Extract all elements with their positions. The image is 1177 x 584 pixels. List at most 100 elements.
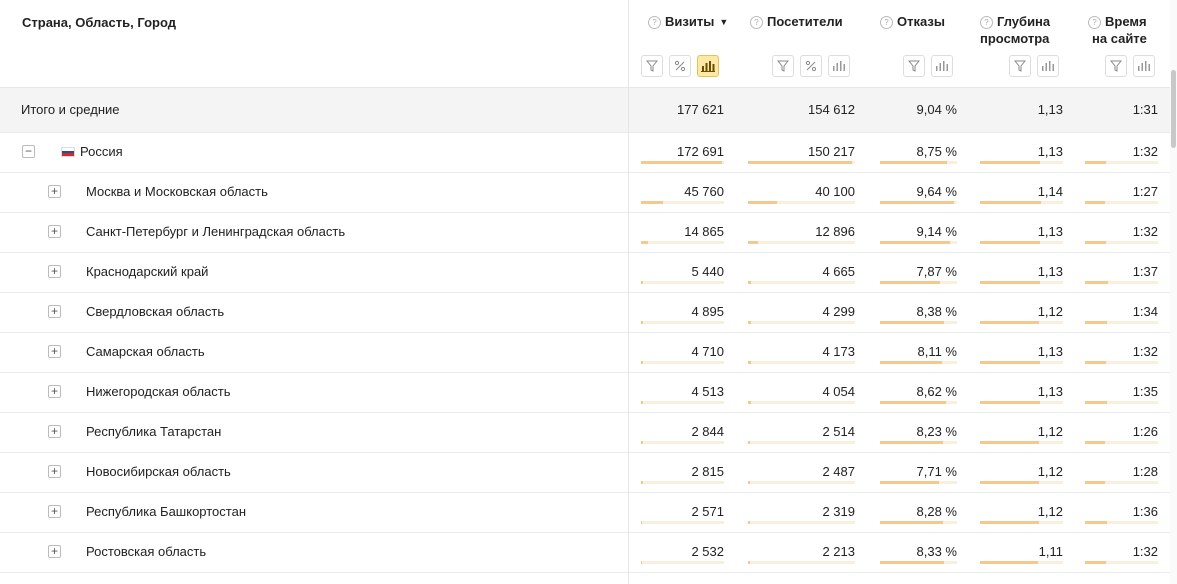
help-icon[interactable]: ? [1088,16,1101,29]
share-bar [748,401,855,404]
row-label[interactable]: Краснодарский край [86,264,209,279]
cell-bounce: 8,23 % [880,412,957,452]
cell-bounce: 8,33 % [880,532,957,572]
expand-button[interactable]: + [48,305,61,318]
row-label[interactable]: Россия [80,144,123,159]
share-bar-fill [980,241,1040,244]
totals-visitors: 154 612 [808,102,855,117]
row-label[interactable]: Ростовская область [86,544,207,559]
share-bar [980,561,1063,564]
collapse-button[interactable]: − [22,145,35,158]
bars-button[interactable] [931,55,953,77]
filter-button[interactable] [641,55,663,77]
scrollbar-thumb[interactable] [1171,70,1176,148]
share-bar-fill [748,521,751,524]
share-bar [980,481,1063,484]
share-bar-fill [880,561,944,564]
share-bar-fill [980,481,1039,484]
expand-button[interactable]: + [48,505,61,518]
dimension-header[interactable]: Страна, Область, Город [22,15,176,30]
share-bar [880,201,957,204]
share-bar [880,401,957,404]
cell-visits: 2 844 [641,412,724,452]
share-bar-fill [641,441,643,444]
expand-button[interactable]: + [48,385,61,398]
help-icon[interactable]: ? [648,16,661,29]
row-label[interactable]: Санкт-Петербург и Ленинградская область [86,224,346,239]
expand-button[interactable]: + [48,465,61,478]
cell-bounce: 9,64 % [880,172,957,212]
row-label[interactable]: Нижегородская область [86,384,231,399]
expand-button[interactable]: + [48,265,61,278]
row-label[interactable]: Новосибирская область [86,464,231,479]
cell-visitors: 2 213 [748,532,855,572]
share-bar [980,161,1063,164]
bar-chart-icon [936,61,948,71]
cell-depth: 1,12 [980,452,1063,492]
share-bar [748,161,855,164]
bars-button[interactable] [697,55,719,77]
vertical-scrollbar[interactable] [1170,0,1177,584]
share-bar [748,521,855,524]
column-divider [628,0,629,584]
bars-button[interactable] [1037,55,1059,77]
cell-time: 1:32 [1085,212,1158,252]
cell-bounce: 7,87 % [880,252,957,292]
share-bar [641,321,724,324]
percent-button[interactable] [669,55,691,77]
share-bar-fill [1085,321,1107,324]
share-bar [980,201,1063,204]
row-label[interactable]: Республика Татарстан [86,424,222,439]
share-bar-fill [1085,361,1107,364]
share-bar [880,161,957,164]
filter-button[interactable] [903,55,925,77]
help-icon[interactable]: ? [880,16,893,29]
share-bar [641,481,724,484]
share-bar-fill [980,361,1040,364]
filter-button[interactable] [1009,55,1031,77]
expand-button[interactable]: + [48,545,61,558]
cell-time: 1:35 [1085,372,1158,412]
share-bar [980,401,1063,404]
share-bar-fill [748,321,752,324]
percent-icon [805,60,817,72]
expand-button[interactable]: + [48,345,61,358]
filter-button[interactable] [1105,55,1127,77]
cell-depth: 1,13 [980,252,1063,292]
help-icon[interactable]: ? [750,16,763,29]
share-bar-fill [641,401,644,404]
column-header-visitors[interactable]: ? Посетители [750,13,843,30]
row-label[interactable]: Самарская область [86,344,205,359]
cell-visits: 2 532 [641,532,724,572]
bars-button[interactable] [828,55,850,77]
help-icon[interactable]: ? [980,16,993,29]
expand-button[interactable]: + [48,425,61,438]
row-label[interactable]: Москва и Московская область [86,184,268,199]
column-header-bounce[interactable]: ? Отказы [880,13,945,30]
share-bar-fill [1085,401,1107,404]
cell-bounce: 9,14 % [880,212,957,252]
share-bar [748,361,855,364]
row-label[interactable]: Свердловская область [86,304,225,319]
cell-bounce: 8,62 % [880,372,957,412]
cell-time: 1:26 [1085,412,1158,452]
bars-button[interactable] [1133,55,1155,77]
percent-button[interactable] [800,55,822,77]
column-header-visits[interactable]: ? Визиты ▼ [648,13,728,31]
expand-button[interactable]: + [48,225,61,238]
share-bar-fill [880,481,940,484]
share-bar-fill [880,321,944,324]
cell-time: 1:28 [1085,452,1158,492]
bar-chart-icon [701,61,715,72]
cell-depth: 1,11 [980,532,1063,572]
cell-bounce: 8,75 % [880,132,957,172]
filter-button[interactable] [772,55,794,77]
expand-button[interactable]: + [48,185,61,198]
cell-visits: 4 895 [641,292,724,332]
share-bar-fill [880,521,944,524]
table-row: + Самарская область 4 710 4 173 8,11 % 1,13 1:… [0,332,1170,373]
column-header-time[interactable]: ? Время на сайте [1088,13,1147,47]
column-header-depth[interactable]: ? Глубина просмотра [980,14,1051,46]
row-label[interactable]: Республика Башкортостан [86,504,246,519]
share-bar-fill [748,481,751,484]
